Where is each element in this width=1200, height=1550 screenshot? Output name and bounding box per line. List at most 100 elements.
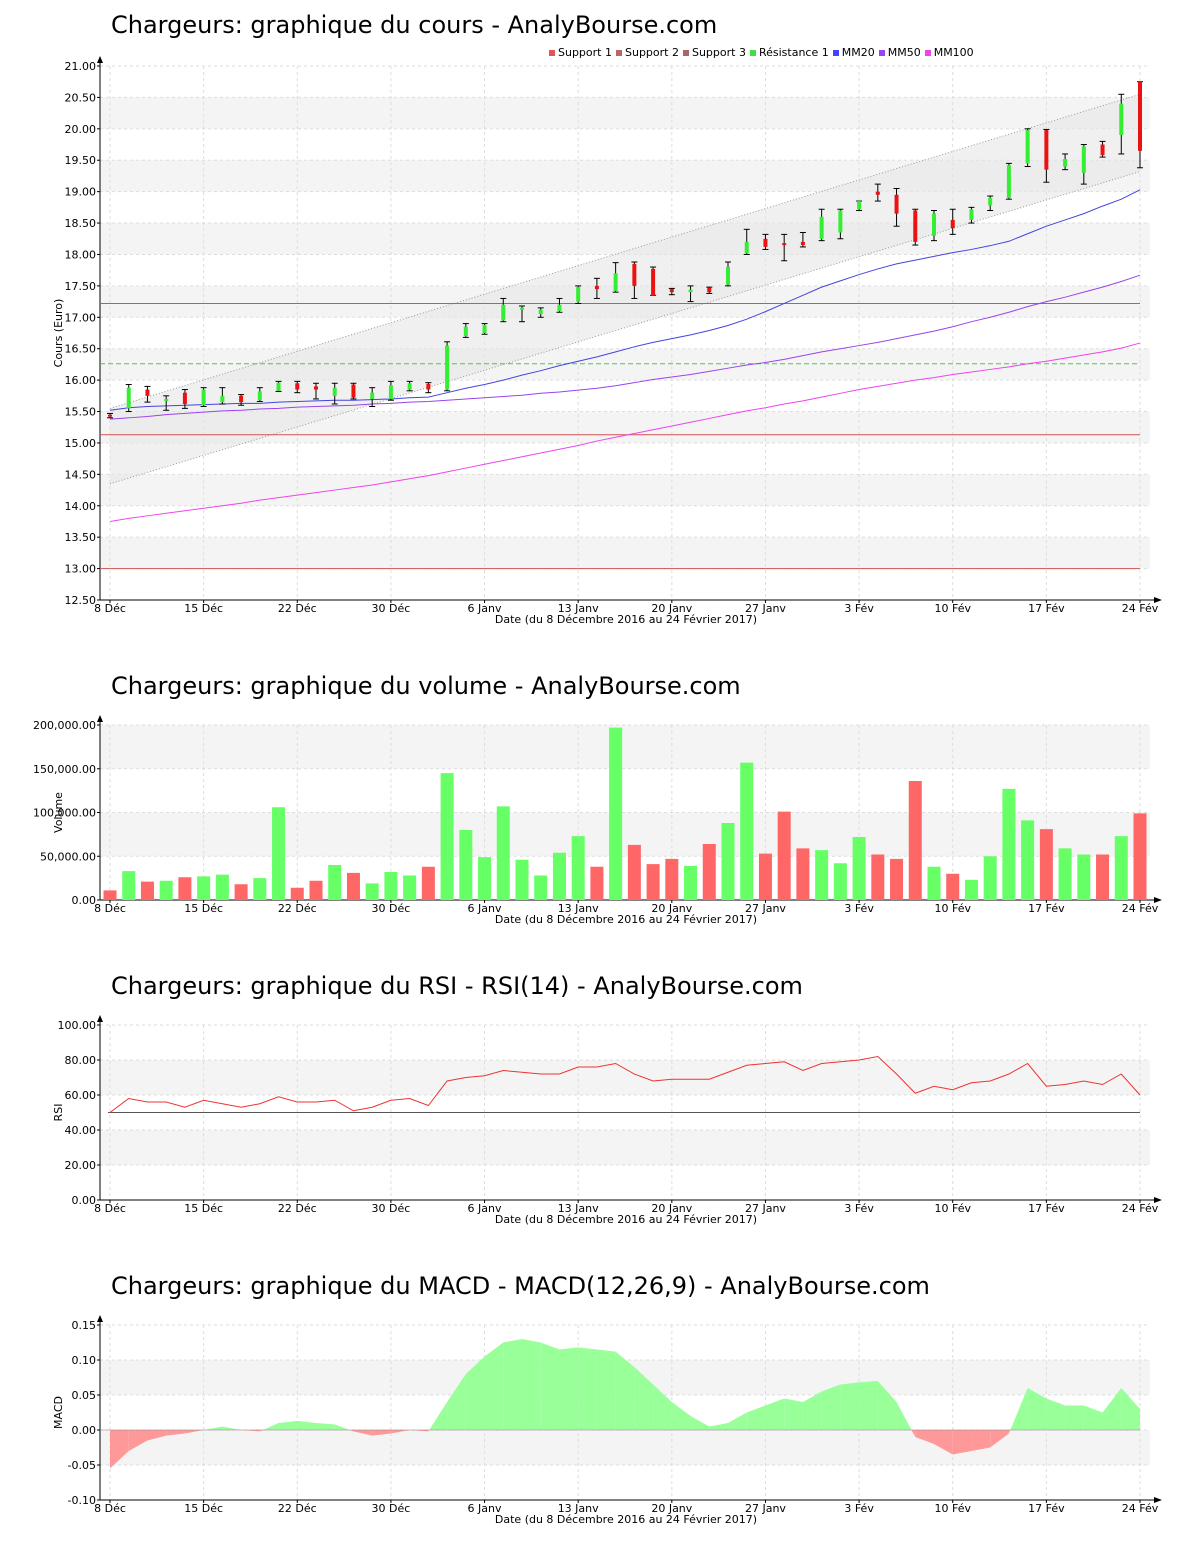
y-tick-label: 15.50 — [65, 406, 97, 419]
candle-body — [126, 387, 131, 409]
legend-label: Support 1 — [558, 46, 612, 59]
x-tick-label: 30 Déc — [372, 1502, 411, 1515]
mm100-line — [109, 342, 1141, 522]
legend-entry: MM50 — [878, 46, 921, 59]
candle-body — [726, 267, 730, 285]
x-tick-label: 6 Janv — [468, 1502, 502, 1515]
x-tick-label: 20 Janv — [651, 1202, 692, 1215]
candle-body — [688, 289, 693, 293]
x-tick-label: 24 Fév — [1122, 1202, 1159, 1215]
candle-body — [1138, 81, 1142, 151]
macd-area-segment — [390, 1430, 410, 1434]
y-tick-label: -0.05 — [68, 1459, 96, 1472]
x-tick-label: 6 Janv — [468, 1202, 502, 1215]
volume-bar — [140, 881, 154, 900]
x-axis-label: Date (du 8 Décembre 2016 au 24 Février 2… — [495, 1213, 757, 1226]
macd-area-segment — [1027, 1388, 1047, 1430]
y-tick-label: 18.50 — [65, 217, 97, 230]
macd-area-segment — [409, 1430, 429, 1432]
macd-area-segment — [316, 1423, 335, 1430]
x-tick-label: 3 Fév — [844, 902, 874, 915]
volume-bar — [1077, 854, 1091, 900]
volume-bar — [421, 866, 435, 900]
macd-area-segment — [334, 1424, 350, 1430]
candle-body — [276, 382, 281, 391]
candle-body — [632, 263, 637, 286]
macd-area-segment — [429, 1402, 448, 1430]
candle-body — [182, 392, 187, 404]
x-tick-label: 30 Déc — [372, 902, 411, 915]
legend-swatch — [924, 50, 931, 56]
x-tick-label: 10 Fév — [934, 1202, 971, 1215]
volume-bar — [852, 837, 866, 900]
x-tick-label: 10 Fév — [934, 602, 971, 615]
macd-area-segment — [821, 1384, 841, 1430]
y-axis-label: Volume — [52, 792, 65, 833]
legend-entry: Résistance 1 — [749, 46, 829, 59]
y-tick-label: 12.50 — [65, 594, 97, 607]
volume-bar — [552, 852, 566, 900]
volume-bar — [815, 850, 829, 900]
y-tick-label: 14.50 — [65, 468, 97, 481]
x-tick-label: 13 Janv — [558, 1202, 599, 1215]
y-tick-label: 13.50 — [65, 531, 97, 544]
volume-bar — [1039, 829, 1053, 900]
legend-swatch — [749, 50, 756, 56]
volume-chart-title: Chargeurs: graphique du volume - AnalyBo… — [111, 672, 741, 700]
candle-body — [857, 201, 862, 210]
y-axis-arrow — [97, 56, 103, 63]
grid-band — [100, 1060, 1150, 1095]
x-tick-label: 24 Fév — [1122, 602, 1159, 615]
macd-area-segment — [349, 1430, 354, 1432]
volume-bar — [478, 857, 492, 900]
macd-area-segment — [128, 1430, 148, 1451]
macd-area-segment — [896, 1402, 912, 1430]
y-tick-label: 0.15 — [72, 1319, 97, 1332]
candle-body — [1025, 130, 1030, 164]
candle-body — [613, 273, 618, 291]
volume-bar — [328, 865, 342, 900]
candle-body — [1119, 103, 1124, 136]
y-axis-label: MACD — [52, 1396, 65, 1429]
volume-bar — [946, 873, 960, 900]
volume-bar — [908, 781, 922, 900]
y-tick-label: 16.50 — [65, 343, 97, 356]
legend-entry: Support 3 — [682, 46, 746, 59]
candle-body — [669, 289, 674, 293]
volume-bar — [253, 878, 267, 900]
x-tick-label: 17 Fév — [1028, 902, 1065, 915]
x-tick-label: 8 Déc — [94, 902, 126, 915]
macd-area-segment — [166, 1430, 185, 1436]
macd-area-segment — [934, 1430, 953, 1455]
x-axis-label: Date (du 8 Décembre 2016 au 24 Février 2… — [495, 913, 757, 926]
candle-body — [969, 209, 974, 220]
volume-bar — [890, 858, 904, 900]
volume-bar — [665, 858, 679, 900]
x-tick-label: 27 Janv — [745, 902, 786, 915]
x-tick-label: 8 Déc — [94, 1502, 126, 1515]
volume-bar — [758, 853, 772, 900]
macd-area-segment — [203, 1426, 223, 1430]
price-chart-title: Chargeurs: graphique du cours - AnalyBou… — [111, 11, 718, 39]
legend-entry: Support 2 — [615, 46, 679, 59]
macd-area-segment — [915, 1430, 934, 1444]
trend-channel — [110, 94, 1140, 484]
macd-area-segment — [802, 1391, 822, 1430]
macd-area-segment — [653, 1384, 672, 1430]
macd-area-segment — [428, 1430, 430, 1432]
candle-body — [220, 395, 225, 403]
volume-bar — [384, 872, 398, 900]
legend-label: MM100 — [933, 46, 974, 59]
volume-bar — [459, 830, 473, 900]
x-tick-label: 27 Janv — [745, 602, 786, 615]
candle-body — [164, 398, 169, 401]
x-tick-label: 15 Déc — [184, 1502, 223, 1515]
volume-bar — [1058, 848, 1072, 900]
legend-label: Résistance 1 — [758, 46, 829, 59]
grid-band — [100, 725, 1150, 769]
legend-label: MM50 — [887, 46, 921, 59]
macd-chart-title: Chargeurs: graphique du MACD - MACD(12,2… — [111, 1272, 930, 1300]
macd-area-segment — [278, 1420, 298, 1430]
x-tick-label: 13 Janv — [558, 1502, 599, 1515]
